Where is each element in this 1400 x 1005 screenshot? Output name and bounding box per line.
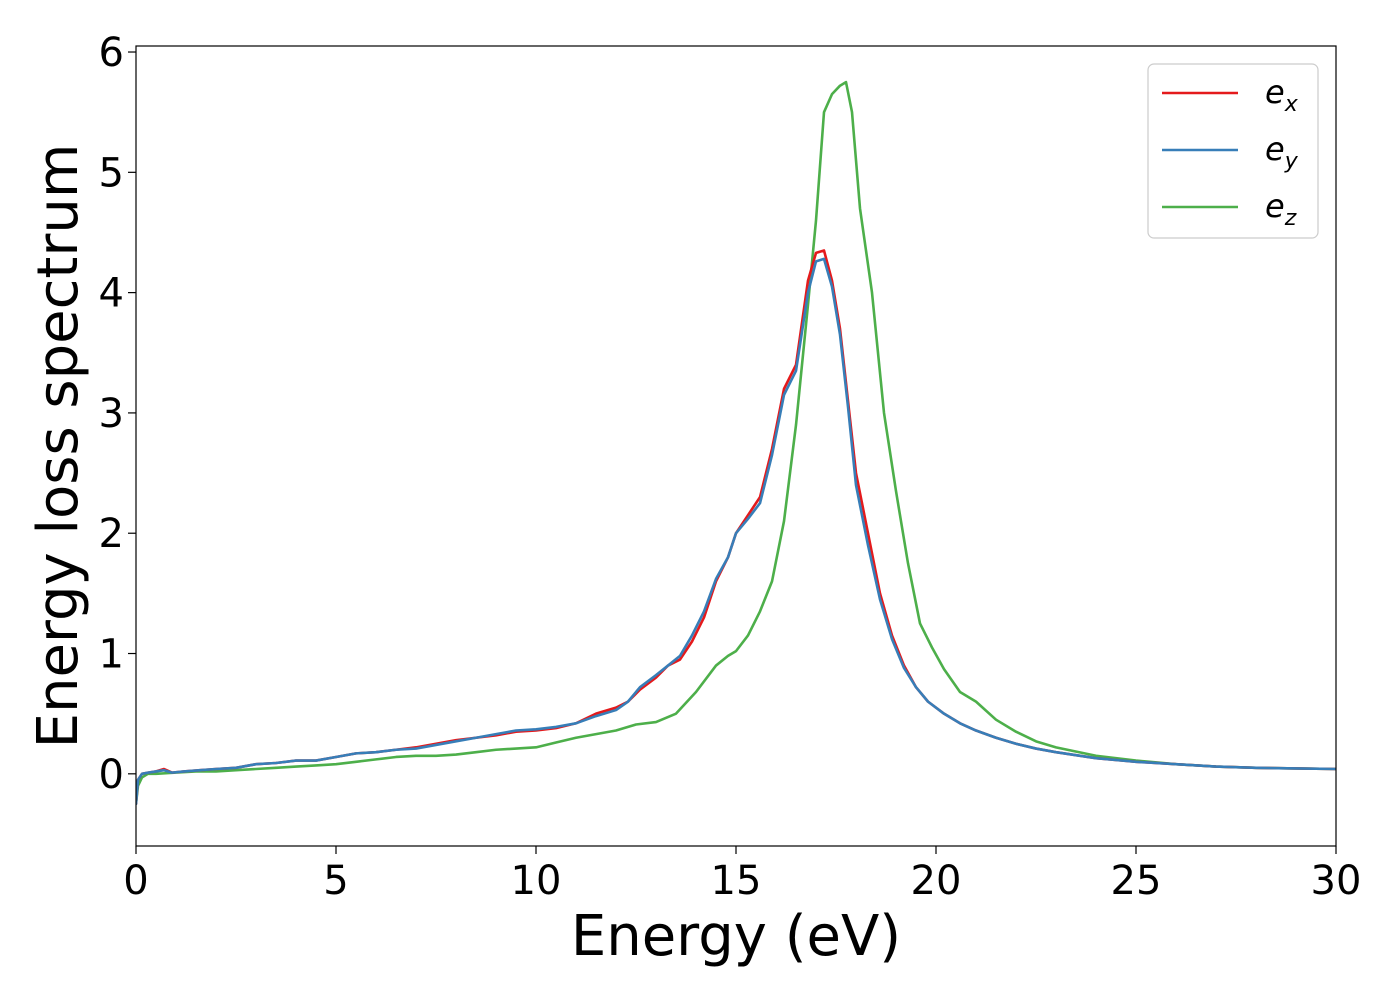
x-axis-ticks: 0 5 10 15 20 25 30 (123, 846, 1361, 904)
x-tick-label: 30 (1311, 858, 1362, 904)
y-tick-label: 2 (99, 511, 124, 557)
series-line-z (136, 80, 1336, 806)
x-tick-label: 25 (1111, 858, 1162, 904)
y-tick-label: 0 (99, 752, 124, 798)
x-tick-label: 10 (511, 858, 562, 904)
legend: ex ey ez (1147, 63, 1319, 239)
x-tick-label: 20 (911, 858, 962, 904)
y-tick-label: 3 (99, 391, 124, 437)
y-tick-label: 5 (99, 150, 124, 196)
series-line-y (136, 257, 1336, 806)
legend-label-x: ex (1265, 73, 1299, 117)
y-axis-label: Energy loss spectrum (26, 144, 91, 749)
x-tick-label: 15 (711, 858, 762, 904)
y-axis-ticks: 0 1 2 3 4 5 6 (99, 30, 136, 798)
x-axis-label: Energy (eV) (571, 904, 901, 969)
legend-label-y: ey (1265, 130, 1299, 174)
y-tick-label: 6 (99, 30, 124, 76)
series-layer (136, 80, 1336, 806)
x-tick-label: 0 (123, 858, 148, 904)
y-tick-label: 4 (99, 271, 124, 317)
y-tick-label: 1 (99, 632, 124, 678)
series-line-x (136, 249, 1336, 806)
legend-entries: ex ey ez (1162, 73, 1299, 231)
x-tick-label: 5 (323, 858, 348, 904)
legend-label-z: ez (1265, 187, 1297, 231)
